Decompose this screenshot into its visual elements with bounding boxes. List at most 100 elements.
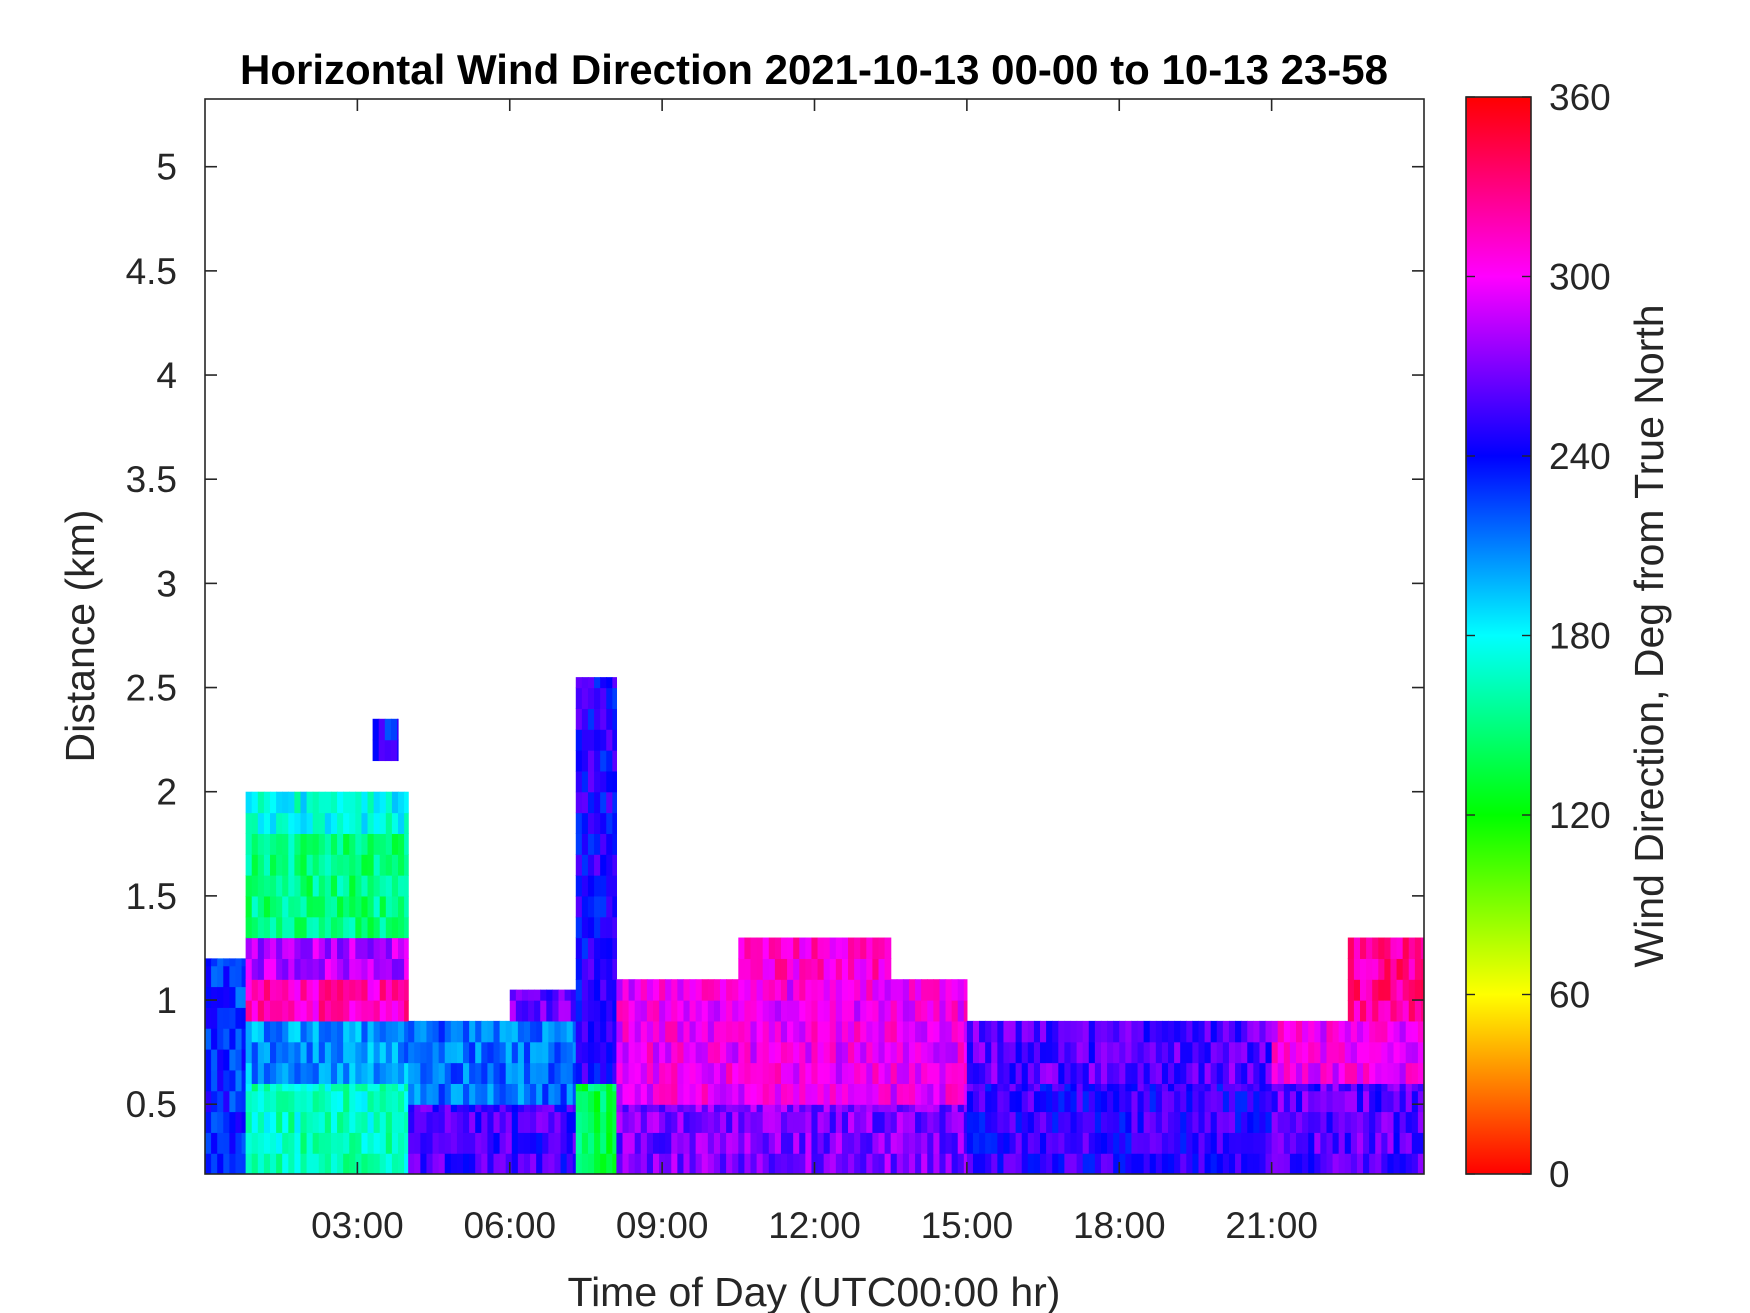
heatmap-cell xyxy=(915,1153,922,1174)
heatmap-cell xyxy=(1155,1062,1163,1084)
heatmap-cell xyxy=(444,1104,452,1113)
heatmap-cell xyxy=(530,1111,537,1133)
heatmap-cell xyxy=(1296,1153,1303,1174)
heatmap-cell xyxy=(744,937,752,959)
heatmap-cell xyxy=(282,1111,289,1133)
heatmap-cell xyxy=(890,1132,898,1154)
heatmap-cell xyxy=(616,1111,624,1133)
heatmap-cell xyxy=(616,1153,624,1174)
heatmap-cell xyxy=(391,1020,399,1043)
heatmap-cell xyxy=(1222,1090,1230,1113)
heatmap-cell xyxy=(884,979,892,1001)
heatmap-cell xyxy=(517,1132,525,1154)
heatmap-cell xyxy=(337,937,344,959)
heatmap-cell xyxy=(294,937,302,959)
heatmap-cell xyxy=(408,1062,415,1084)
heatmap-cell xyxy=(817,937,825,959)
heatmap-cell xyxy=(780,1000,788,1022)
heatmap-cell xyxy=(367,875,375,897)
heatmap-cell xyxy=(530,1153,537,1174)
heatmap-cell xyxy=(432,1020,440,1043)
heatmap-cell xyxy=(581,812,589,834)
heatmap-cell xyxy=(756,1020,764,1043)
heatmap-cell xyxy=(1046,1153,1053,1174)
heatmap-cell xyxy=(732,1132,739,1154)
heatmap-cell xyxy=(270,1041,277,1064)
heatmap-cell xyxy=(404,791,409,814)
heatmap-cell xyxy=(1161,1083,1169,1092)
heatmap-cell xyxy=(542,1062,549,1084)
heatmap-cell xyxy=(564,1000,572,1022)
heatmap-cell xyxy=(581,677,589,689)
heatmap-cell xyxy=(780,1111,788,1133)
heatmap-cell xyxy=(546,989,554,1001)
heatmap-cell xyxy=(1113,1041,1120,1064)
heatmap-cell xyxy=(1314,1041,1321,1064)
heatmap-cell xyxy=(324,1041,332,1064)
heatmap-cell xyxy=(695,1153,703,1174)
heatmap-cell xyxy=(530,1041,537,1064)
heatmap-cell xyxy=(257,979,265,1001)
heatmap-cell xyxy=(312,833,320,855)
heatmap-cell xyxy=(367,979,375,1001)
heatmap-cell xyxy=(848,958,855,980)
heatmap-cell xyxy=(536,1111,543,1133)
heatmap-cell xyxy=(330,895,338,918)
heatmap-cell xyxy=(276,854,283,876)
heatmap-cell xyxy=(318,875,326,897)
heatmap-cell xyxy=(1375,1132,1382,1154)
heatmap-cell xyxy=(927,1000,934,1022)
heatmap-cell xyxy=(270,791,277,814)
heatmap-cell xyxy=(762,979,770,1001)
heatmap-cell xyxy=(330,937,338,959)
heatmap-cell xyxy=(572,1041,577,1064)
heatmap-cell xyxy=(726,1111,733,1133)
heatmap-cell xyxy=(1314,1090,1321,1113)
heatmap-cell xyxy=(330,1111,338,1133)
heatmap-cell xyxy=(505,1132,513,1154)
heatmap-cell xyxy=(701,1083,709,1105)
heatmap-cell xyxy=(1302,1090,1309,1113)
heatmap-cell xyxy=(720,1000,727,1022)
heatmap-cell xyxy=(1302,1020,1309,1043)
heatmap-cell xyxy=(270,875,277,897)
heatmap-cell xyxy=(398,979,405,1001)
heatmap-cell xyxy=(695,1111,703,1133)
heatmap-cell xyxy=(606,729,613,751)
heatmap-cell xyxy=(276,875,283,897)
heatmap-cell xyxy=(355,833,363,855)
heatmap-cell xyxy=(282,833,289,855)
heatmap-cell xyxy=(288,1000,295,1022)
heatmap-cell xyxy=(732,1020,739,1043)
heatmap-cell xyxy=(300,833,308,855)
heatmap-cell xyxy=(1155,1020,1163,1043)
heatmap-cell xyxy=(530,1132,537,1154)
heatmap-cell xyxy=(860,1083,867,1105)
heatmap-cell xyxy=(640,1062,648,1084)
heatmap-cell xyxy=(701,1000,709,1022)
heatmap-cell xyxy=(1308,1153,1315,1174)
heatmap-cell xyxy=(594,1153,601,1174)
heatmap-cell xyxy=(1350,1083,1358,1092)
heatmap-cell xyxy=(337,979,344,1001)
heatmap-cell xyxy=(908,1041,916,1064)
heatmap-cell xyxy=(854,1104,861,1113)
heatmap-cell xyxy=(432,1111,440,1133)
heatmap-cell xyxy=(848,1020,855,1043)
heatmap-cell xyxy=(294,1090,302,1113)
heatmap-cells xyxy=(205,677,1424,1174)
heatmap-cell xyxy=(799,1083,806,1105)
heatmap-cell xyxy=(768,937,776,959)
heatmap-cell xyxy=(659,1000,666,1022)
heatmap-cell xyxy=(805,958,813,980)
heatmap-cell xyxy=(235,986,243,1008)
heatmap-cell xyxy=(1247,1153,1254,1174)
heatmap-cell xyxy=(223,1007,230,1029)
heatmap-cell xyxy=(1344,1062,1352,1084)
heatmap-cell xyxy=(572,1153,577,1174)
heatmap-cell xyxy=(450,1062,458,1084)
heatmap-cell xyxy=(251,833,259,855)
heatmap-cell xyxy=(1417,1090,1424,1113)
heatmap-cell xyxy=(774,1083,782,1105)
heatmap-cell xyxy=(379,875,387,897)
